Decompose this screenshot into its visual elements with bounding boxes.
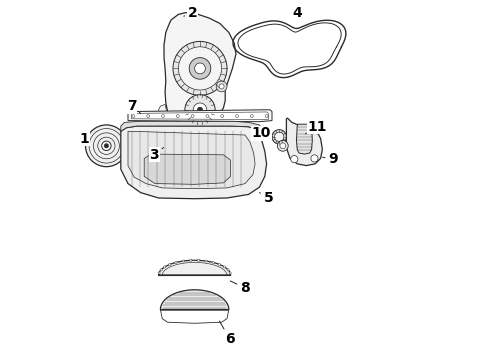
Circle shape — [160, 269, 162, 271]
Circle shape — [162, 115, 165, 118]
Circle shape — [250, 115, 253, 118]
Text: 11: 11 — [305, 120, 327, 134]
Text: 9: 9 — [322, 153, 338, 166]
Circle shape — [104, 144, 109, 148]
Polygon shape — [159, 260, 231, 275]
Circle shape — [175, 261, 177, 264]
Circle shape — [185, 95, 215, 125]
Circle shape — [86, 125, 127, 167]
Circle shape — [189, 58, 211, 79]
Circle shape — [272, 130, 286, 144]
Circle shape — [311, 155, 318, 162]
Circle shape — [219, 264, 220, 266]
Circle shape — [154, 130, 174, 150]
Circle shape — [274, 132, 284, 141]
Circle shape — [280, 143, 286, 149]
Circle shape — [221, 115, 223, 118]
Circle shape — [197, 107, 203, 113]
Circle shape — [132, 115, 135, 118]
Circle shape — [176, 115, 179, 118]
Circle shape — [193, 103, 207, 117]
Polygon shape — [121, 126, 267, 199]
Circle shape — [236, 115, 239, 118]
Text: 3: 3 — [149, 148, 164, 162]
Text: 5: 5 — [259, 191, 273, 205]
Text: 2: 2 — [184, 6, 197, 19]
Circle shape — [291, 156, 298, 163]
Polygon shape — [159, 104, 168, 117]
Circle shape — [223, 266, 225, 268]
Polygon shape — [128, 131, 255, 189]
Polygon shape — [144, 154, 231, 184]
Circle shape — [173, 41, 227, 95]
Text: 8: 8 — [230, 281, 250, 295]
Polygon shape — [164, 13, 236, 124]
Circle shape — [195, 63, 205, 74]
Circle shape — [191, 115, 194, 118]
Circle shape — [205, 260, 207, 262]
Polygon shape — [160, 290, 229, 310]
Circle shape — [216, 81, 227, 92]
Text: 7: 7 — [127, 99, 141, 113]
Polygon shape — [132, 112, 269, 120]
Circle shape — [164, 266, 166, 268]
Circle shape — [277, 140, 288, 151]
Polygon shape — [286, 118, 322, 166]
Circle shape — [102, 141, 111, 150]
Polygon shape — [128, 110, 272, 122]
Circle shape — [197, 259, 199, 261]
Circle shape — [160, 136, 169, 145]
Circle shape — [147, 115, 149, 118]
Polygon shape — [296, 124, 312, 154]
Circle shape — [227, 269, 229, 271]
Circle shape — [206, 115, 209, 118]
Text: 6: 6 — [220, 321, 235, 346]
Circle shape — [178, 47, 221, 90]
Circle shape — [265, 115, 268, 118]
Circle shape — [169, 264, 171, 266]
Text: 1: 1 — [80, 132, 90, 145]
Circle shape — [212, 261, 214, 264]
Circle shape — [190, 259, 192, 261]
Circle shape — [162, 139, 166, 142]
Circle shape — [314, 127, 320, 134]
Circle shape — [158, 272, 160, 274]
Polygon shape — [121, 121, 262, 131]
Circle shape — [229, 272, 231, 274]
Text: 10: 10 — [251, 126, 273, 140]
Circle shape — [219, 84, 224, 89]
Text: 4: 4 — [293, 6, 302, 19]
Circle shape — [182, 260, 184, 262]
